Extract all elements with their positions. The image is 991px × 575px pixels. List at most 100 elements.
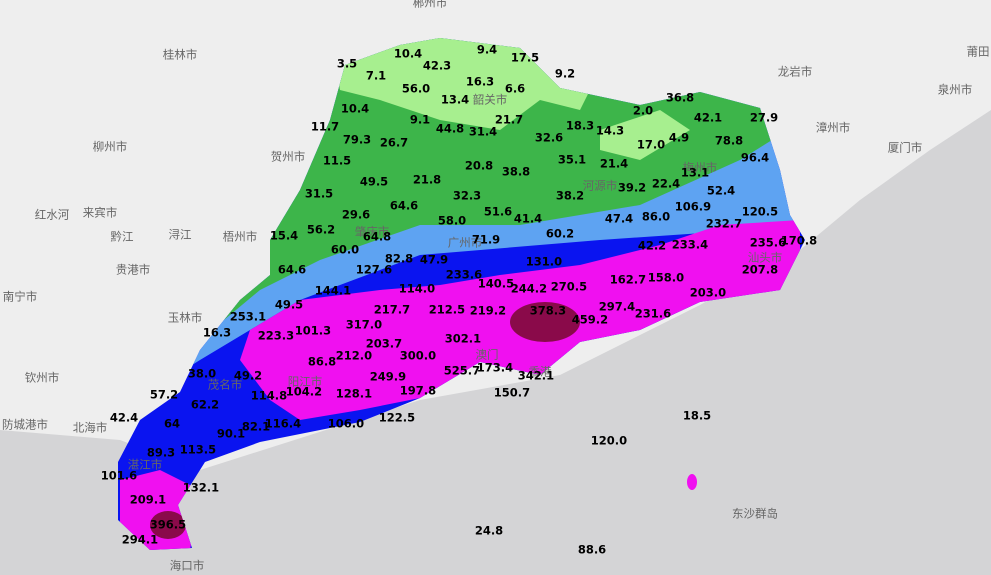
rainfall-label: 10.4 [341,102,369,116]
rainfall-label: 41.4 [514,212,542,226]
rainfall-label: 47.4 [605,212,633,226]
rainfall-label: 64.6 [390,199,418,213]
rainfall-label: 7.1 [366,69,386,83]
rainfall-label: 11.7 [311,120,339,134]
rainfall-label: 342.1 [518,369,554,383]
rainfall-label: 173.4 [477,361,513,375]
rainfall-label: 16.3 [203,326,231,340]
rainfall-label: 6.6 [505,82,525,96]
rainfall-label: 18.3 [566,119,594,133]
rainfall-label: 11.5 [323,154,351,168]
city-label: 桂林市 [163,48,198,62]
rainfall-label: 13.1 [681,166,709,180]
rainfall-label: 203.7 [366,337,402,351]
city-label: 河源市 [583,179,618,193]
rainfall-label: 197.8 [400,384,436,398]
rainfall-label: 21.7 [495,113,523,127]
rainfall-label: 300.0 [400,349,436,363]
rainfall-label: 233.6 [446,268,482,282]
rainfall-label: 114.0 [399,282,435,296]
rainfall-label: 127.6 [356,263,392,277]
rainfall-label: 56.0 [402,82,430,96]
rainfall-label: 144.1 [315,284,351,298]
rainfall-label: 42.3 [423,59,451,73]
rainfall-label: 253.1 [230,310,266,324]
rainfall-label: 17.0 [637,138,665,152]
city-label: 厦门市 [888,141,923,155]
rainfall-label: 132.1 [183,481,219,495]
rainfall-label: 20.8 [465,159,493,173]
city-label: 澳门 [476,348,499,362]
rainfall-label: 32.6 [535,131,563,145]
rainfall-label: 42.2 [638,239,666,253]
band-light-green-2 [600,110,690,160]
city-label: 漳州市 [816,121,851,135]
city-label: 东沙群岛 [732,507,778,521]
city-label: 玉林市 [168,311,203,325]
rainfall-label: 64 [164,417,180,431]
rainfall-label: 104.2 [286,385,322,399]
rainfall-label: 150.7 [494,386,530,400]
rainfall-label: 140.5 [478,277,514,291]
rainfall-label: 49.2 [234,369,262,383]
city-label: 来宾市 [83,206,118,220]
rainfall-label: 297.4 [599,300,635,314]
rainfall-label: 42.4 [110,411,138,425]
city-label: 柳州市 [93,140,128,154]
rainfall-label: 29.6 [342,208,370,222]
rainfall-label: 79.3 [343,133,371,147]
band-maroon-2 [150,511,186,539]
rainfall-label: 16.3 [466,75,494,89]
rainfall-label: 114.8 [251,389,287,403]
rainfall-label: 212.0 [336,349,372,363]
rainfall-label: 82.8 [385,252,413,266]
rainfall-label: 31.4 [469,125,497,139]
rainfall-label: 90.1 [217,427,245,441]
rainfall-label: 9.2 [555,67,575,81]
rainfall-label: 120.0 [591,434,627,448]
rainfall-label: 396.5 [150,518,186,532]
city-label: 韶关市 [473,93,508,107]
rainfall-label: 15.4 [270,229,298,243]
city-label: 黔江 [111,230,134,244]
rainfall-label: 525.7 [444,364,480,378]
rainfall-label: 270.5 [551,280,587,294]
city-label: 茂名市 [208,378,243,392]
rainfall-label: 14.3 [596,124,624,138]
rainfall-label: 232.7 [706,217,742,231]
city-label: 肇庆市 [355,225,390,239]
rainfall-label: 82.1 [242,420,270,434]
city-label: 北海市 [73,421,108,435]
rainfall-label: 9.4 [477,43,497,57]
rainfall-label: 24.8 [475,524,503,538]
rainfall-label: 96.4 [741,151,769,165]
rainfall-label: 244.2 [511,282,547,296]
rainfall-label: 38.0 [188,367,216,381]
city-label: 南宁市 [3,290,38,304]
rainfall-label: 113.5 [180,443,216,457]
rainfall-label: 39.2 [618,181,646,195]
city-label: 汕头市 [748,251,783,265]
rainfall-label: 101.3 [295,324,331,338]
city-label: 郴州市 [413,0,448,10]
rainfall-label: 57.2 [150,388,178,402]
city-label: 贺州市 [271,150,306,164]
rainfall-label: 86.0 [642,210,670,224]
rainfall-label: 10.4 [394,47,422,61]
rainfall-label: 294.1 [122,533,158,547]
island-rain [687,474,697,490]
rainfall-label: 49.5 [275,298,303,312]
rainfall-label: 13.4 [441,93,469,107]
rainfall-label: 58.0 [438,214,466,228]
rainfall-label: 116.4 [265,417,301,431]
city-label: 龙岩市 [778,65,813,79]
rainfall-label: 128.1 [336,387,372,401]
rainfall-label: 2.0 [633,104,653,118]
rainfall-label: 88.6 [578,543,606,557]
rainfall-label: 3.5 [337,57,357,71]
rainfall-label: 26.7 [380,136,408,150]
rainfall-label: 22.4 [652,177,680,191]
city-label: 莆田 [967,45,990,59]
rainfall-label: 27.9 [750,111,778,125]
